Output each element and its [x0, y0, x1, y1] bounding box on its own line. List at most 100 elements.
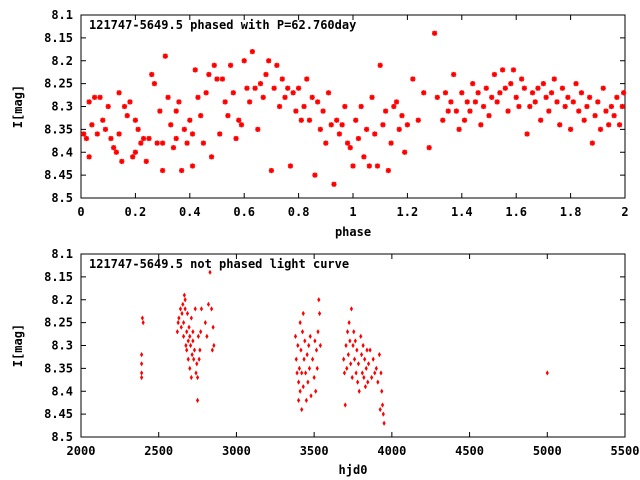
- data-point: [316, 329, 320, 335]
- data-point: [203, 90, 209, 96]
- data-point: [548, 90, 555, 96]
- data-point: [105, 103, 111, 110]
- data-point: [480, 103, 487, 110]
- data-point: [141, 320, 145, 326]
- data-point: [211, 62, 217, 68]
- data-point: [391, 103, 397, 110]
- data-point: [149, 71, 155, 78]
- data-point: [432, 30, 438, 36]
- data-point: [562, 103, 568, 110]
- data-point: [366, 361, 371, 367]
- data-point: [532, 99, 538, 105]
- data-point: [185, 347, 189, 353]
- data-point: [192, 356, 196, 362]
- data-point: [306, 117, 313, 123]
- data-point: [491, 71, 498, 78]
- data-point: [538, 117, 544, 123]
- data-point: [399, 113, 405, 119]
- data-point: [274, 62, 280, 68]
- data-point: [347, 145, 353, 151]
- data-point: [300, 329, 305, 335]
- data-point: [342, 356, 346, 362]
- data-point: [303, 370, 308, 376]
- data-point: [592, 113, 598, 119]
- y-tick-label: 8.45: [44, 168, 73, 182]
- data-point: [505, 108, 511, 114]
- data-point: [184, 342, 188, 349]
- data-point: [378, 406, 382, 413]
- data-point: [554, 99, 560, 105]
- data-point: [368, 347, 372, 353]
- data-point: [268, 167, 274, 174]
- data-point: [217, 131, 223, 137]
- data-point: [611, 113, 617, 119]
- data-point: [199, 329, 203, 335]
- x-tick-label: 1.8: [560, 205, 582, 219]
- data-point: [183, 306, 187, 312]
- x-tick-label: 0.4: [179, 205, 201, 219]
- data-point: [168, 122, 174, 128]
- data-point: [500, 67, 506, 73]
- data-point: [86, 154, 92, 160]
- data-point: [228, 62, 234, 68]
- data-point: [353, 338, 357, 344]
- data-point: [524, 131, 530, 137]
- data-point: [546, 108, 552, 114]
- data-point: [188, 333, 192, 339]
- data-point: [181, 320, 186, 326]
- y-tick-label: 8.4: [51, 384, 73, 398]
- data-point: [497, 90, 503, 96]
- data-point: [619, 103, 625, 110]
- data-point: [140, 352, 144, 358]
- y-tick-label: 8.5: [51, 191, 73, 205]
- data-point: [516, 103, 522, 110]
- data-point: [175, 329, 179, 335]
- data-point: [355, 347, 359, 353]
- data-point: [376, 379, 380, 385]
- data-point: [374, 365, 378, 371]
- data-point: [621, 90, 627, 96]
- data-point: [576, 108, 582, 114]
- data-point: [178, 306, 183, 312]
- data-point: [212, 342, 216, 349]
- data-point: [380, 122, 386, 128]
- data-point: [362, 374, 366, 381]
- data-point: [404, 122, 410, 128]
- data-point: [241, 58, 247, 64]
- data-point: [140, 370, 144, 376]
- data-point: [219, 76, 226, 82]
- data-point: [121, 103, 128, 110]
- data-point: [302, 356, 306, 362]
- data-point: [374, 163, 381, 169]
- data-point: [379, 370, 383, 376]
- data-point: [559, 85, 566, 91]
- data-point: [94, 131, 100, 137]
- data-point: [380, 402, 385, 408]
- data-point: [199, 306, 204, 312]
- data-point: [410, 76, 416, 82]
- data-point: [301, 310, 305, 317]
- data-point: [486, 113, 492, 119]
- data-point: [502, 85, 508, 91]
- data-point: [396, 126, 402, 132]
- data-point: [344, 140, 351, 146]
- data-point: [186, 356, 190, 362]
- data-point: [355, 135, 362, 142]
- data-point: [453, 108, 459, 114]
- data-point: [303, 338, 307, 344]
- data-point: [513, 94, 519, 100]
- data-point: [181, 333, 186, 339]
- data-point: [373, 370, 377, 376]
- data-point: [293, 333, 298, 339]
- data-point: [363, 356, 367, 362]
- data-point: [385, 167, 391, 174]
- data-point: [589, 140, 595, 146]
- data-point: [195, 374, 200, 381]
- data-point: [184, 140, 190, 146]
- data-point: [86, 99, 92, 105]
- data-point: [448, 99, 454, 105]
- data-point: [540, 81, 546, 87]
- x-tick-label: 1.2: [397, 205, 419, 219]
- data-point: [132, 117, 138, 123]
